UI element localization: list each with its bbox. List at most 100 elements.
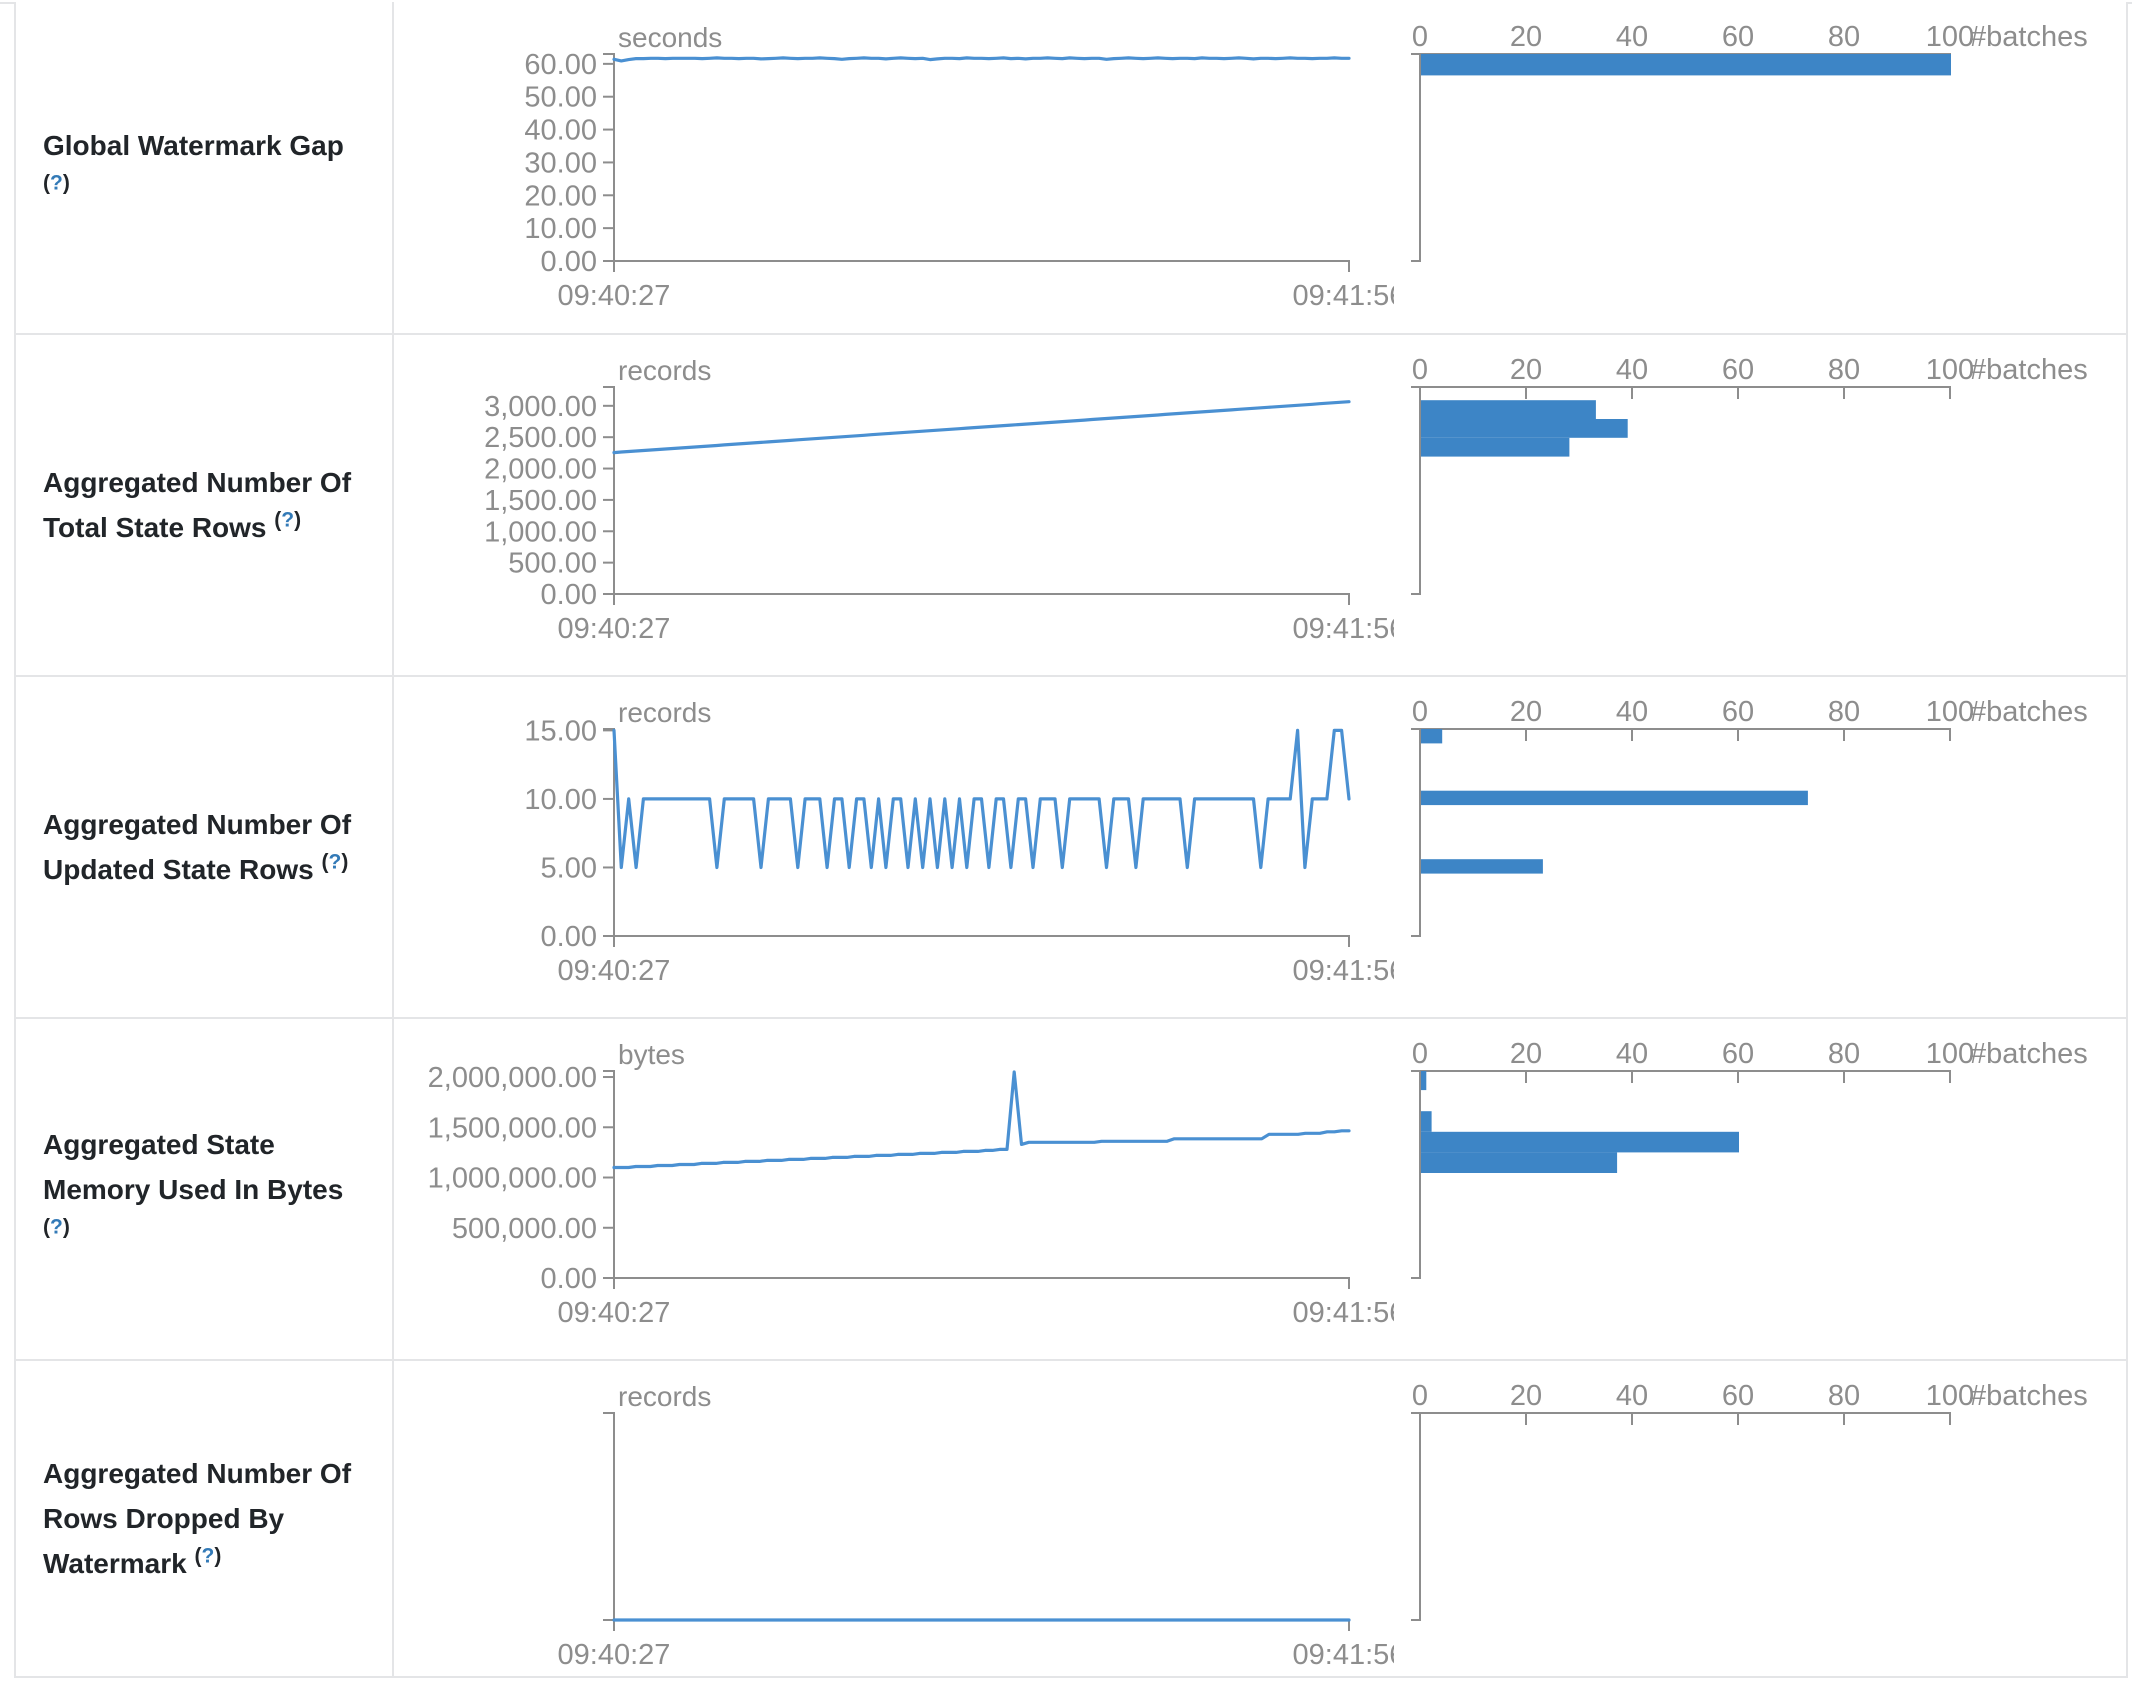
histogram-tick-label: 40 [1616,1380,1648,1412]
histogram-tick-label: 20 [1510,354,1542,386]
y-axis [603,1412,615,1621]
histogram-tick-label: 100 [1926,354,1974,386]
timeline-unit-label: records [618,355,711,386]
help-question-icon[interactable]: ? [281,508,295,532]
x-axis [613,1619,1350,1631]
timeline-unit-label: records [618,1381,711,1412]
y-tick-label: 0.00 [541,1263,597,1295]
y-tick-label: 1,000,000.00 [428,1163,597,1195]
metric-row: Global Watermark Gap (?) seconds 60.00 50.0… [16,2,2126,333]
x-start-label: 09:40:27 [558,955,671,987]
x-start-label: 09:40:27 [558,613,671,645]
histogram-bar [1421,1111,1432,1132]
metric-row: Aggregated State Memory Used In Bytes (?… [16,1017,2126,1359]
histogram-unit-label: #batches [1970,1380,2088,1412]
histogram-tick-label: 40 [1616,1038,1648,1070]
metric-label-cell: Global Watermark Gap (?) [16,2,394,333]
histogram-x-axis [1419,386,1951,399]
y-tick-label: 10.00 [524,213,597,245]
histogram-bar [1421,1071,1427,1091]
x-end-label: 09:41:56 [1293,955,1394,987]
metric-label-cell: Aggregated Number Of Total State Rows (?… [16,335,394,675]
histogram-tick-label: 20 [1510,21,1542,53]
x-axis [613,260,1350,272]
histogram-tick-label: 80 [1828,1038,1860,1070]
timeline-chart: records 09:40:27 09:41:56 [558,1381,1394,1671]
y-tick-label: 500,000.00 [452,1213,597,1245]
y-axis [603,728,615,937]
timeline-chart: records 3,000.002,500.002,000.001,500.001… [484,355,1394,645]
y-tick-label: 10.00 [524,784,597,816]
histogram-tick-label: 80 [1828,354,1860,386]
timeline-line [612,400,1351,455]
histogram-bar [1421,859,1543,874]
histogram-bar [1421,400,1596,419]
histogram-tick-label: 0 [1412,354,1428,386]
histogram-chart: 0 20 40 60 80 100#batches [1411,354,2088,595]
y-tick-label: 2,000,000.00 [428,1062,597,1094]
histogram-tick-label: 40 [1616,696,1648,728]
x-end-label: 09:41:56 [1293,1297,1394,1329]
histogram-tick-label: 40 [1616,354,1648,386]
help-question-icon[interactable]: ? [50,1215,63,1239]
timeline-chart: bytes 2,000,000.00 1,500,000.00 1,000,000.0… [428,1039,1394,1329]
histogram-chart: 0 20 40 60 80 100#batches [1411,21,2088,262]
metric-label: Aggregated Number Of Rows Dropped By Wat… [43,1458,352,1579]
histogram-tick-label: 60 [1722,21,1754,53]
x-start-label: 09:40:27 [558,1297,671,1329]
histogram-chart: 0 20 40 60 80 100#batches [1411,696,2088,937]
metric-row: Aggregated Number Of Total State Rows (?… [16,333,2126,675]
x-start-label: 09:40:27 [558,280,671,312]
y-tick-label: 40.00 [524,115,597,147]
timeline-unit-label: seconds [618,22,722,53]
histogram-bar [1421,419,1628,438]
histogram-tick-label: 60 [1722,1038,1754,1070]
histogram-y-axis [1411,1070,1421,1279]
y-axis [603,1070,615,1279]
help-tooltip[interactable]: (?) [194,1544,222,1568]
histogram-y-axis [1411,386,1421,595]
timeline-line [612,56,1351,63]
x-start-label: 09:40:27 [558,1639,671,1671]
timeline-line [612,728,1351,870]
histogram-tick-label: 20 [1510,1038,1542,1070]
histogram-x-axis [1419,1070,1951,1083]
timeline-unit-label: records [618,697,711,728]
help-question-icon[interactable]: ? [50,171,63,195]
y-tick-label: 1,500.00 [484,485,597,517]
metric-label-cell: Aggregated State Memory Used In Bytes (?… [16,1019,394,1359]
metric-label-cell: Aggregated Number Of Rows Dropped By Wat… [16,1361,394,1676]
metrics-table: Global Watermark Gap (?) seconds 60.00 50.0… [14,2,2128,1678]
help-tooltip[interactable]: (?) [274,508,302,532]
histogram-tick-label: 0 [1412,1380,1428,1412]
help-tooltip[interactable]: (?) [43,171,70,195]
histogram-tick-label: 100 [1926,1038,1974,1070]
histogram-tick-label: 80 [1828,696,1860,728]
help-question-icon[interactable]: ? [328,850,342,874]
y-tick-label: 20.00 [524,180,597,212]
histogram-tick-label: 60 [1722,354,1754,386]
y-tick-label: 1,000.00 [484,516,597,548]
help-question-icon[interactable]: ? [201,1544,215,1568]
histogram-bar [1421,437,1570,457]
help-tooltip[interactable]: (?) [321,850,349,874]
y-axis [603,53,615,262]
metric-label: Aggregated State Memory Used In Bytes (?… [43,1128,344,1239]
metric-label-cell: Aggregated Number Of Updated State Rows … [16,677,394,1017]
charts-cell: records 09:40:27 09:41:56 0 20 40 60 80 100#batc… [394,1361,2126,1676]
histogram-unit-label: #batches [1970,354,2088,386]
histogram-chart: 0 20 40 60 80 100#batches [1411,1038,2088,1279]
histogram-unit-label: #batches [1970,696,2088,728]
timeline-line [612,1070,1351,1170]
metric-label: Global Watermark Gap (?) [43,129,344,195]
x-end-label: 09:41:56 [1293,280,1394,312]
y-tick-label: 2,500.00 [484,422,597,454]
histogram-y-axis [1411,53,1421,262]
metric-label: Aggregated Number Of Total State Rows (?… [43,467,352,543]
charts-cell: records 3,000.00 2,500.00 2,000.00 1,500.00 1… [394,335,2126,675]
y-tick-label: 50.00 [524,82,597,114]
help-tooltip[interactable]: (?) [43,1215,70,1239]
timeline-unit-label: bytes [618,1039,685,1070]
metric-label: Aggregated Number Of Updated State Rows … [43,809,352,885]
